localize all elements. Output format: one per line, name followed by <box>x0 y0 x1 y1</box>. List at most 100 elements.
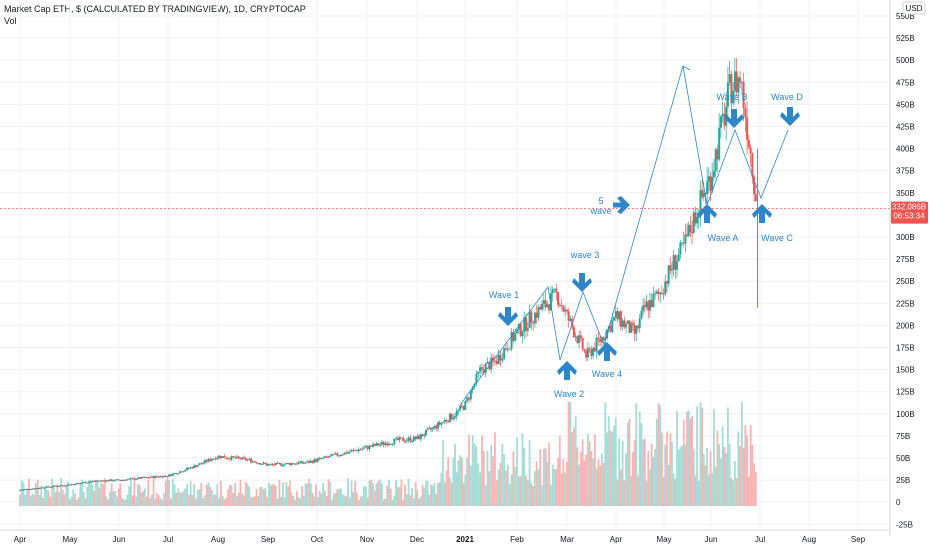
volume-bar <box>590 451 593 506</box>
candle-body <box>122 479 125 481</box>
candle-body <box>398 437 401 441</box>
volume-bar <box>302 495 305 506</box>
candle-body <box>285 463 288 465</box>
candle-body <box>267 464 270 466</box>
volume-bar <box>280 497 283 506</box>
candle-body <box>384 443 387 445</box>
candle-body <box>112 480 115 482</box>
candle-body <box>341 454 344 456</box>
candle-body <box>625 323 628 328</box>
volume-bar <box>290 492 293 506</box>
candle-body <box>495 360 498 364</box>
volume-bar <box>686 411 688 506</box>
candle-body <box>149 477 152 479</box>
candle-body <box>373 444 376 446</box>
volume-bar <box>421 485 424 506</box>
volume-bar <box>320 493 323 506</box>
price-tick-label: 150B <box>896 366 915 375</box>
volume-bar <box>278 479 281 506</box>
candle-body <box>528 311 531 329</box>
volume-bar <box>647 451 650 506</box>
candle-body <box>128 478 131 480</box>
candle-body <box>52 485 55 487</box>
volume-bar <box>409 495 412 506</box>
candle-body <box>466 397 469 401</box>
volume-bar <box>723 447 726 506</box>
volume-bar <box>613 425 615 506</box>
volume-bar <box>551 464 554 506</box>
candle-body <box>517 323 520 330</box>
volume-bar <box>532 485 535 506</box>
volume-bar <box>732 480 735 506</box>
volume-bar <box>214 494 217 506</box>
candle-body <box>452 417 455 420</box>
volume-bar <box>609 430 612 506</box>
volume-bar <box>29 495 32 506</box>
candle-body <box>382 442 385 445</box>
candle-body <box>70 484 73 486</box>
volume-bar <box>672 473 675 506</box>
candle-body <box>723 113 726 126</box>
candle-body <box>578 335 581 344</box>
candle-body <box>482 369 485 373</box>
candle-body <box>712 171 715 177</box>
candle-body <box>655 291 658 294</box>
candle-body <box>586 348 589 358</box>
candle-body <box>613 317 616 321</box>
volume-bar <box>557 457 559 506</box>
volume-bar <box>696 406 698 506</box>
volume-bar <box>607 416 610 506</box>
volume-bar <box>730 477 733 506</box>
candle-body <box>180 471 183 473</box>
candle-body <box>539 306 542 310</box>
candle-body <box>219 455 222 459</box>
volume-bar <box>336 489 339 506</box>
candle-body <box>676 261 679 270</box>
candle-body <box>704 193 707 195</box>
volume-bar <box>316 497 319 506</box>
volume-bar <box>744 425 747 506</box>
volume-bar <box>677 449 680 506</box>
volume-bar <box>468 434 470 506</box>
volume-bar <box>171 479 174 506</box>
volume-bar <box>36 479 39 506</box>
volume-bar <box>526 480 529 506</box>
candle-body <box>29 489 32 491</box>
volume-bar <box>129 479 132 506</box>
chart-title: Market Cap ETH, $ (CALCULATED BY TRADING… <box>4 4 306 14</box>
volume-bar <box>246 483 249 506</box>
volume-bar <box>402 499 405 506</box>
volume-bar <box>228 484 231 506</box>
volume-bar <box>711 473 714 506</box>
candle-body <box>58 486 61 488</box>
candle-body <box>103 480 106 482</box>
candle-body <box>178 471 181 474</box>
volume-bar <box>566 461 568 506</box>
volume-bar <box>299 498 302 506</box>
volume-bar <box>138 484 141 506</box>
volume-bar <box>614 417 617 506</box>
volume-bar <box>203 494 206 506</box>
volume-bar <box>368 480 371 506</box>
volume-bar <box>462 483 465 506</box>
candle-body <box>448 413 451 423</box>
candle-body <box>642 305 645 311</box>
volume-bar <box>345 496 348 506</box>
candle-body <box>619 311 622 327</box>
candle-body <box>558 304 561 306</box>
volume-bar <box>443 482 446 506</box>
candle-body <box>68 484 71 486</box>
candle-body <box>501 358 504 361</box>
waveC-arrow-icon <box>752 204 772 223</box>
volume-bar <box>315 484 317 506</box>
volume-bar <box>70 496 73 506</box>
volume-bar <box>133 478 136 506</box>
volume-bar <box>667 464 670 506</box>
volume-bar <box>332 493 335 506</box>
volume-bar <box>661 432 663 506</box>
time-tick-label: 2021 <box>456 535 474 544</box>
waveD-label: Wave D <box>771 92 803 102</box>
volume-bar <box>445 470 448 506</box>
candle-body <box>77 483 80 485</box>
